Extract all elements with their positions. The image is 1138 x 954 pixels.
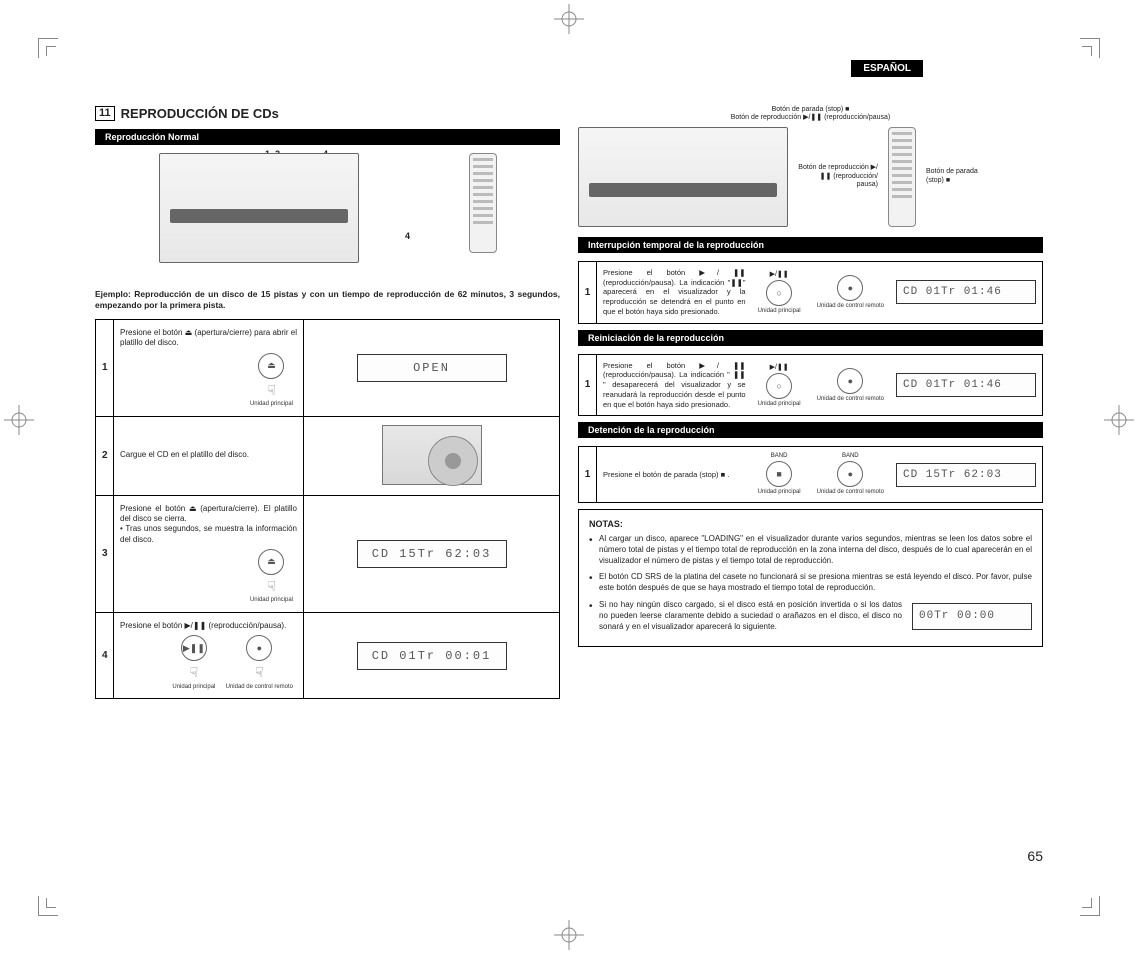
step-number: 1	[579, 447, 597, 502]
step-number: 1	[579, 262, 597, 323]
stop-icon: ■	[766, 461, 792, 487]
subhead-stop: Detención de la reproducción	[578, 422, 1043, 438]
lcd-display: CD 01Tr 01:46	[896, 373, 1036, 397]
play-pause-icon: ▶❚❚	[181, 635, 207, 661]
registration-mark	[1104, 405, 1134, 435]
step-number: 1	[96, 320, 114, 417]
lcd-display: CD 01Tr 00:01	[357, 642, 507, 670]
hand-icon: ☟	[267, 381, 276, 399]
stop-remote-icon: ●	[837, 461, 863, 487]
main-unit-illustration	[578, 127, 788, 227]
lcd-display: CD 01Tr 01:46	[896, 280, 1036, 304]
step-row: 1 Presione el botón ▶/ ❚❚ (reproducción/…	[578, 354, 1043, 417]
section-number: 11	[95, 106, 115, 121]
note-item: Al cargar un disco, aparece "LOADING" en…	[589, 534, 1032, 566]
step-number: 2	[96, 416, 114, 495]
registration-mark	[4, 405, 34, 435]
section-heading: 11 REPRODUCCIÓN DE CDs	[95, 106, 560, 121]
subhead-pause: Interrupción temporal de la reproducción	[578, 237, 1043, 253]
icon-label: Unidad principal	[758, 401, 801, 408]
icon-label: Unidad de control remoto	[817, 489, 884, 496]
step-text: Presione el botón de parada (stop) ■ .	[603, 470, 746, 480]
icon-label: Unidad principal	[250, 401, 293, 408]
remote-illustration	[888, 127, 916, 227]
notes-title: NOTAS:	[589, 518, 1032, 530]
example-text: Ejemplo: Reproducción de un disco de 15 …	[95, 289, 560, 311]
eject-icon: ⏏	[258, 549, 284, 575]
registration-mark	[554, 920, 584, 950]
icon-label: Unidad de control remoto	[817, 396, 884, 403]
hand-icon: ☟	[255, 663, 264, 681]
icon-label: Unidad principal	[758, 489, 801, 496]
table-row: 3 Presione el botón ⏏ (apertura/cierre).…	[96, 495, 560, 612]
registration-mark	[554, 4, 584, 34]
step-text: Presione el botón ▶/❚❚ (reproducción/pau…	[120, 621, 286, 630]
main-unit-illustration	[159, 153, 359, 263]
step-text: Presione el botón ⏏ (apertura/cierre). E…	[120, 504, 297, 544]
callout-stop2: Botón de parada (stop) ■	[926, 168, 986, 185]
lcd-display: 00Tr 00:00	[912, 603, 1032, 630]
note-text: Si no hay ningún disco cargado, si el di…	[599, 600, 902, 632]
note-item: Si no hay ningún disco cargado, si el di…	[589, 600, 1032, 632]
play-pause-icon: ○	[766, 373, 792, 399]
band-label: BAND	[771, 453, 788, 459]
crop-mark	[46, 46, 56, 56]
step-text: Presione el botón ⏏ (apertura/cierre) pa…	[120, 328, 297, 347]
table-row: 1 Presione el botón ⏏ (apertura/cierre) …	[96, 320, 560, 417]
cd-tray-illustration	[382, 425, 482, 485]
subhead-resume: Reiniciación de la reproducción	[578, 330, 1043, 346]
hand-icon: ☟	[190, 663, 199, 681]
section-title-text: REPRODUCCIÓN DE CDs	[121, 106, 279, 121]
icon-label: Unidad principal	[758, 308, 801, 315]
icon-label: Unidad de control remoto	[226, 684, 293, 691]
subhead-normal-playback: Reproducción Normal	[95, 129, 560, 145]
language-tab: ESPAÑOL	[851, 60, 923, 77]
step-text: Cargue el CD en el platillo del disco.	[114, 416, 304, 495]
lcd-display: OPEN	[357, 354, 507, 382]
remote-illustration	[469, 153, 497, 253]
callout-arrow-4b: 4	[405, 231, 410, 241]
play-pause-remote-icon: ●	[246, 635, 272, 661]
table-row: 4 Presione el botón ▶/❚❚ (reproducción/p…	[96, 613, 560, 699]
play-pause-remote-icon: ●	[837, 368, 863, 394]
step-text: Presione el botón ▶/ ❚❚ (reproducción/pa…	[603, 268, 746, 317]
step-row: 1 Presione el botón ▶/ ❚❚ (reproducción/…	[578, 261, 1043, 324]
band-label: BAND	[842, 453, 859, 459]
note-item: El botón CD SRS de la platina del casete…	[589, 572, 1032, 594]
play-pause-remote-icon: ●	[837, 275, 863, 301]
step-row: 1 Presione el botón de parada (stop) ■ .…	[578, 446, 1043, 503]
step-text: Presione el botón ▶/ ❚❚ (reproducción/pa…	[603, 361, 746, 410]
page-number: 65	[1027, 848, 1043, 864]
hand-icon: ☟	[267, 577, 276, 595]
steps-table: 1 Presione el botón ⏏ (apertura/cierre) …	[95, 319, 560, 699]
eject-icon: ⏏	[258, 353, 284, 379]
crop-mark	[1082, 46, 1092, 56]
step-number: 3	[96, 495, 114, 612]
crop-mark	[1082, 898, 1092, 908]
play-pause-icon: ○	[766, 280, 792, 306]
callout-play2: Botón de reproducción ▶/❚❚ (reproducción…	[798, 164, 878, 189]
callout-play: Botón de reproducción ▶/❚❚ (reproducción…	[578, 114, 1043, 122]
lcd-display: CD 15Tr 62:03	[896, 463, 1036, 487]
step-number: 4	[96, 613, 114, 699]
lcd-display: CD 15Tr 62:03	[357, 540, 507, 568]
notes-box: NOTAS: Al cargar un disco, aparece "LOAD…	[578, 509, 1043, 648]
icon-label: Unidad de control remoto	[817, 303, 884, 310]
step-number: 1	[579, 355, 597, 416]
icon-label: Unidad principal	[250, 597, 293, 604]
crop-mark	[46, 898, 56, 908]
table-row: 2 Cargue el CD en el platillo del disco.	[96, 416, 560, 495]
icon-label: Unidad principal	[172, 684, 215, 691]
